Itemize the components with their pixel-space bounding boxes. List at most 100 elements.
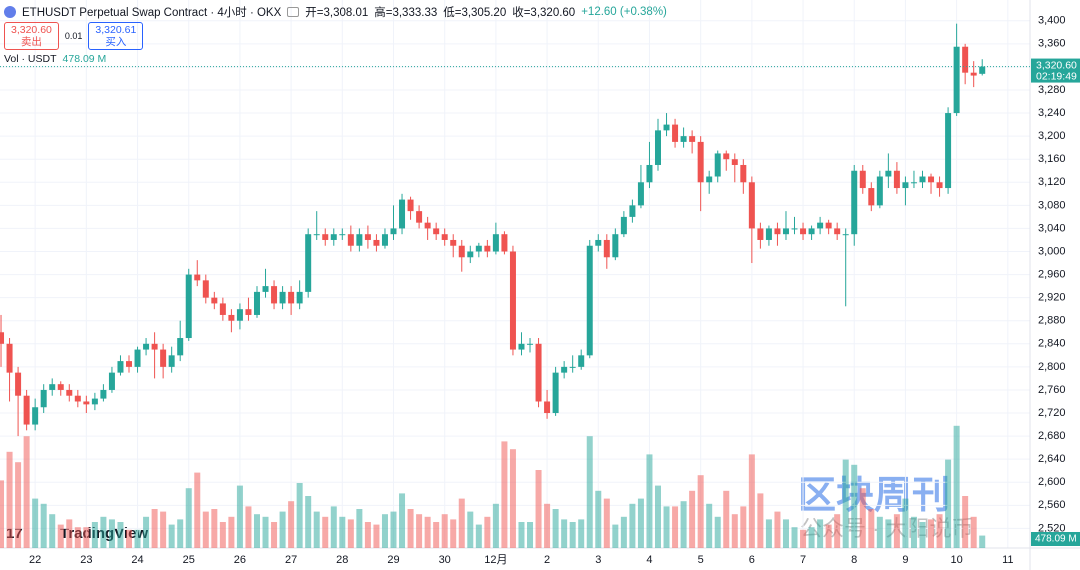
candle-body: [108, 372, 115, 390]
candle-body: [194, 274, 201, 281]
candle-body: [714, 153, 721, 177]
volume-bar: [484, 516, 491, 548]
candle-body: [441, 234, 448, 240]
candle-body: [910, 182, 917, 184]
candle-body: [407, 199, 414, 212]
volume-bar: [979, 535, 986, 548]
last-price-box: [1031, 58, 1080, 83]
low: 低=3,305.20: [443, 7, 507, 19]
candle-body: [731, 159, 738, 165]
hide-button[interactable]: [287, 7, 300, 17]
coin-icon: [4, 6, 16, 18]
volume-bar: [83, 527, 90, 548]
volume-bar: [117, 522, 124, 548]
candle-body: [637, 182, 644, 206]
candle-body: [49, 384, 56, 390]
candle-body: [185, 274, 192, 339]
candle-body: [211, 297, 218, 304]
candle-body: [271, 286, 278, 304]
volume-bar: [245, 506, 252, 548]
volume-bar: [970, 516, 977, 548]
volume-bar: [817, 519, 824, 548]
candle-body: [100, 389, 107, 399]
candle-body: [83, 401, 90, 405]
last-volume-label: 478.09 M: [1035, 534, 1077, 545]
volume-bar: [740, 506, 747, 548]
candle-body: [347, 234, 354, 246]
candle-body: [143, 343, 150, 350]
volume-bar: [910, 516, 917, 548]
y-tick-label: 2,880: [1038, 315, 1066, 327]
y-tick-label: 2,560: [1038, 499, 1066, 511]
volume-bar: [381, 514, 388, 548]
volume-bar: [194, 472, 201, 548]
volume-bar: [501, 441, 508, 548]
candle-body: [663, 124, 670, 131]
x-tick-label: 28: [336, 554, 348, 566]
candle-body: [740, 164, 747, 183]
volume-bar: [672, 506, 679, 548]
volume-bar: [586, 436, 593, 548]
volume-bar: [23, 436, 30, 548]
y-tick-label: 2,720: [1038, 407, 1066, 419]
x-tick-label: 22: [29, 554, 41, 566]
volume-bar: [953, 425, 960, 548]
x-tick-label: 4: [646, 554, 652, 566]
candle-body: [893, 170, 900, 189]
y-tick-label: 2,920: [1038, 292, 1066, 304]
candle-body: [791, 228, 798, 230]
sell-button[interactable]: 3,320.60 卖出: [4, 22, 59, 50]
candle-body: [0, 332, 5, 344]
candle-body: [723, 153, 730, 160]
candle-body: [620, 216, 627, 235]
candle-body: [91, 398, 98, 405]
volume-bar: [748, 454, 755, 548]
candle-body: [859, 170, 866, 189]
candle-body: [902, 182, 909, 189]
candle-body: [245, 309, 252, 315]
candle-body: [629, 205, 636, 217]
spread: 0.01: [64, 31, 83, 41]
volume-bar: [66, 519, 73, 548]
y-tick-label: 2,840: [1038, 338, 1066, 350]
candle-body: [433, 228, 440, 235]
volume-bar: [689, 490, 696, 548]
volume-bar: [765, 519, 772, 548]
candle-body: [160, 349, 167, 367]
x-tick-label: 12月: [484, 554, 507, 566]
x-tick-label: 23: [80, 554, 92, 566]
volume-bar: [126, 529, 133, 548]
candle-body: [825, 222, 832, 229]
y-tick-label: 2,960: [1038, 268, 1066, 280]
x-tick-label: 25: [183, 554, 195, 566]
candle-body: [578, 355, 585, 367]
x-tick-label: 7: [800, 554, 806, 566]
candle-body: [424, 222, 431, 229]
x-tick-label: 24: [131, 554, 143, 566]
candle-body: [364, 234, 371, 240]
volume-bar: [390, 511, 397, 548]
candle-body: [262, 286, 269, 292]
volume-bar: [177, 519, 184, 548]
volume-bar: [219, 522, 226, 548]
volume-bar: [603, 498, 610, 548]
x-tick-label: 11: [1002, 554, 1013, 566]
volume-bar: [663, 506, 670, 548]
candle-body: [748, 182, 755, 229]
x-tick-label: 30: [439, 554, 451, 566]
volume-bar: [313, 511, 320, 548]
candle-body: [492, 234, 499, 252]
y-tick-label: 2,640: [1038, 453, 1066, 465]
volume-bar: [620, 516, 627, 548]
candle-body: [817, 222, 824, 229]
candle-body: [305, 234, 312, 292]
buy-button[interactable]: 3,320.61 买入: [88, 22, 144, 50]
x-tick-label: 5: [698, 554, 704, 566]
candle-body: [672, 124, 679, 142]
volume-bar: [680, 501, 687, 548]
candle-body: [330, 234, 337, 240]
title-row: ETHUSDT Perpetual Swap Contract · 4小时 · …: [4, 4, 667, 20]
volume-bar: [356, 509, 363, 548]
x-tick-label: 2: [544, 554, 550, 566]
